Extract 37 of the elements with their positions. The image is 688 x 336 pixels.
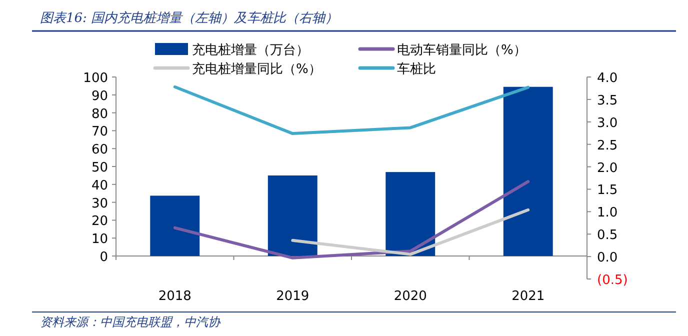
legend-label: 充电桩增量同比（%） (192, 62, 322, 77)
line-series (173, 180, 530, 260)
x-tick-label: 2021 (512, 289, 545, 304)
x-tick-label: 2020 (394, 289, 427, 304)
bar (503, 86, 553, 256)
y2-tick-label: (0.5) (597, 273, 628, 288)
x-tick-label: 2019 (276, 289, 310, 304)
bar (150, 196, 200, 256)
y-tick-label: 20 (91, 214, 108, 230)
y2-tick-label: 4.0 (597, 71, 618, 86)
y2-tick-label: 0.5 (597, 228, 618, 244)
legend-label: 充电桩增量（万台） (192, 43, 309, 58)
chart-title: 图表16: 国内充电桩增量（左轴）及车桩比（右轴） (40, 11, 338, 26)
y-tick-label: 10 (91, 232, 108, 248)
y-tick-label: 40 (91, 178, 108, 194)
y2-tick-label: 0.0 (597, 250, 618, 266)
y2-tick-label: 2.5 (597, 138, 618, 154)
y2-tick-label: 2.0 (597, 160, 618, 176)
y-tick-label: 70 (91, 124, 108, 140)
bar (268, 175, 318, 256)
line-series (173, 85, 530, 136)
y2-tick-label: 3.0 (597, 116, 618, 131)
y-tick-label: 80 (91, 106, 108, 122)
text: 资料来源：中国充电联盟，中汽协 (40, 315, 221, 329)
y-tick-label: 30 (91, 196, 108, 212)
y-tick-label: 100 (83, 71, 108, 86)
y-tick-label: 0 (100, 250, 108, 265)
y2-tick-label: 3.5 (597, 93, 618, 108)
y-tick-label: 50 (91, 160, 108, 176)
y2-tick-label: 1.0 (597, 206, 618, 221)
y2-tick-label: 1.5 (597, 183, 618, 198)
legend-label: 车桩比 (397, 62, 436, 77)
y-tick-label: 60 (91, 142, 108, 158)
bar (386, 172, 436, 256)
x-tick-label: 2018 (158, 289, 192, 304)
legend-label: 电动车销量同比（%） (397, 43, 526, 58)
y-tick-label: 90 (91, 88, 108, 104)
